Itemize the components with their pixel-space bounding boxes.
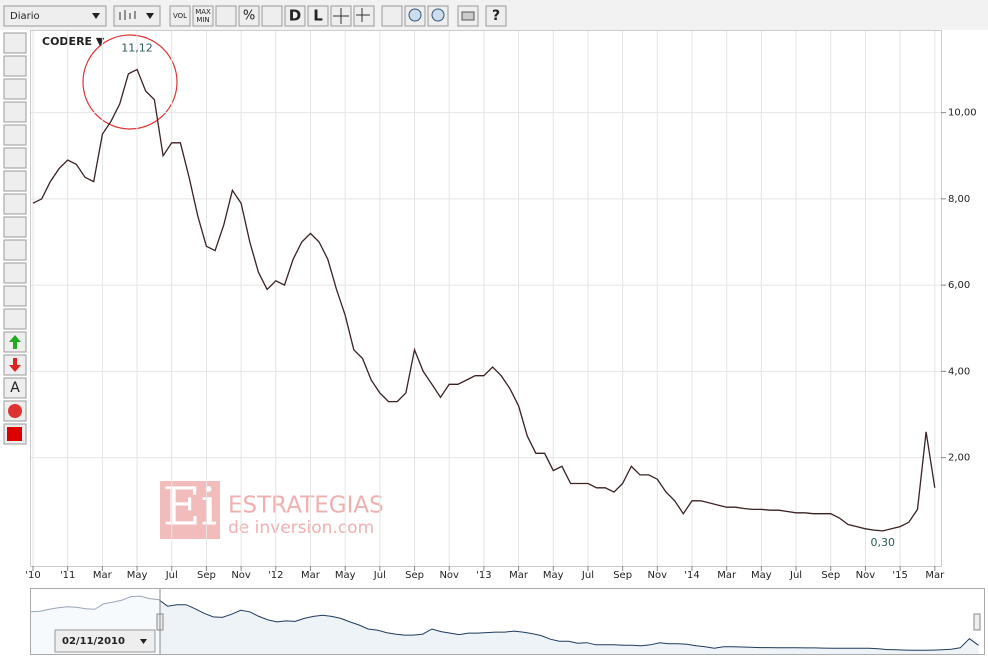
y-tick-label: 8,00 bbox=[948, 194, 970, 205]
zoom-icon bbox=[431, 8, 445, 22]
x-tick-label: May bbox=[751, 570, 772, 581]
x-tick-label: Nov bbox=[648, 570, 668, 581]
navigator-line bbox=[30, 595, 979, 651]
tool-button[interactable] bbox=[3, 193, 27, 215]
percent-label: % bbox=[243, 9, 255, 24]
tool-button[interactable] bbox=[3, 55, 27, 77]
color-icon bbox=[7, 427, 22, 441]
watermark-logo: Ei bbox=[163, 478, 218, 538]
dropdown-arrow bbox=[146, 13, 154, 19]
x-tick-label: Jul bbox=[165, 570, 178, 581]
highlight-circle bbox=[82, 34, 178, 130]
price-line bbox=[32, 68, 936, 532]
tool-button[interactable] bbox=[3, 32, 27, 54]
d-label: D bbox=[289, 7, 301, 25]
annotation: 11,12 bbox=[121, 41, 153, 54]
max-label: MAX bbox=[195, 8, 211, 16]
help-label: ? bbox=[492, 8, 500, 24]
zoom-area-button[interactable] bbox=[381, 5, 403, 27]
plot-frame bbox=[30, 30, 942, 567]
l-label: L bbox=[313, 7, 323, 25]
x-tick-label: Jul bbox=[373, 570, 386, 581]
tool-button[interactable] bbox=[3, 239, 27, 261]
x-tick-label: May bbox=[335, 570, 356, 581]
watermark-line2: de inversion.com bbox=[228, 518, 374, 538]
x-tick-label: Sep bbox=[613, 570, 632, 581]
dropdown-arrow bbox=[140, 639, 147, 644]
date-label: 02/11/2010 bbox=[62, 636, 125, 647]
chart-title: CODERE ▼ bbox=[42, 35, 105, 48]
period-select[interactable] bbox=[3, 5, 107, 27]
navigator-handle[interactable] bbox=[973, 613, 981, 631]
x-tick-label: May bbox=[127, 570, 148, 581]
x-tick-label: '10 bbox=[25, 570, 40, 581]
x-tick-label: Jul bbox=[789, 570, 802, 581]
tool-button[interactable] bbox=[3, 285, 27, 307]
x-tick-label: '12 bbox=[268, 570, 283, 581]
x-tick-label: '15 bbox=[892, 570, 907, 581]
vol-label: VOL bbox=[173, 12, 187, 20]
tool-button[interactable] bbox=[3, 377, 27, 399]
y-tick-label: 6,00 bbox=[948, 280, 970, 291]
x-tick-label: Mar bbox=[717, 570, 737, 581]
down-arrow-icon bbox=[9, 358, 21, 372]
chart-type-select[interactable] bbox=[113, 5, 161, 27]
x-tick-label: Nov bbox=[856, 570, 876, 581]
x-tick-label: May bbox=[543, 570, 564, 581]
period-label: Diario bbox=[10, 11, 40, 22]
tool-button[interactable] bbox=[3, 124, 27, 146]
y-tick-label: 2,00 bbox=[948, 453, 970, 464]
x-tick-label: Mar bbox=[925, 570, 945, 581]
tool-button[interactable] bbox=[3, 262, 27, 284]
x-tick-label: Mar bbox=[509, 570, 529, 581]
area-button[interactable] bbox=[261, 5, 283, 27]
y-tick-label: 10,00 bbox=[948, 108, 977, 119]
y-tick-label: 4,00 bbox=[948, 366, 970, 377]
x-tick-label: Mar bbox=[301, 570, 321, 581]
x-tick-label: '14 bbox=[684, 570, 699, 581]
candle-icon bbox=[119, 10, 136, 20]
crosshair-icon bbox=[356, 8, 370, 22]
date-select[interactable] bbox=[54, 629, 156, 653]
delete-icon bbox=[8, 404, 22, 418]
min-label: MIN bbox=[196, 16, 209, 24]
tool-button[interactable] bbox=[3, 216, 27, 238]
dropdown-arrow bbox=[92, 13, 100, 19]
crosshair-icon bbox=[333, 8, 349, 24]
vol-button[interactable] bbox=[169, 5, 191, 27]
crosshair-label-button[interactable] bbox=[353, 5, 375, 27]
grid-button[interactable] bbox=[215, 5, 237, 27]
tool-button[interactable] bbox=[3, 147, 27, 169]
l-button[interactable] bbox=[307, 5, 329, 27]
tool-button[interactable] bbox=[3, 170, 27, 192]
navigator-area bbox=[31, 596, 979, 654]
x-tick-label: '11 bbox=[60, 570, 75, 581]
tool-button[interactable] bbox=[3, 308, 27, 330]
zoom-icon bbox=[408, 8, 422, 22]
text-tool-label: A bbox=[10, 380, 20, 396]
x-tick-label: Nov bbox=[231, 570, 251, 581]
d-button[interactable] bbox=[284, 5, 306, 27]
print-icon bbox=[461, 11, 475, 21]
x-tick-label: Mar bbox=[93, 570, 113, 581]
percent-button[interactable] bbox=[238, 5, 260, 27]
tool-button[interactable] bbox=[3, 78, 27, 100]
maxmin-button[interactable] bbox=[192, 5, 214, 27]
x-tick-label: Jul bbox=[581, 570, 594, 581]
help-button[interactable] bbox=[485, 5, 507, 27]
x-tick-label: Sep bbox=[405, 570, 424, 581]
watermark-logo-box bbox=[160, 481, 220, 539]
x-tick-label: Sep bbox=[821, 570, 840, 581]
tool-button[interactable] bbox=[3, 101, 27, 123]
up-arrow-icon bbox=[9, 335, 21, 349]
annotation: 0,30 bbox=[871, 536, 896, 549]
x-tick-label: Sep bbox=[197, 570, 216, 581]
watermark-line1: ESTRATEGIAS bbox=[228, 493, 384, 519]
x-tick-label: Nov bbox=[439, 570, 459, 581]
x-tick-label: '13 bbox=[476, 570, 491, 581]
